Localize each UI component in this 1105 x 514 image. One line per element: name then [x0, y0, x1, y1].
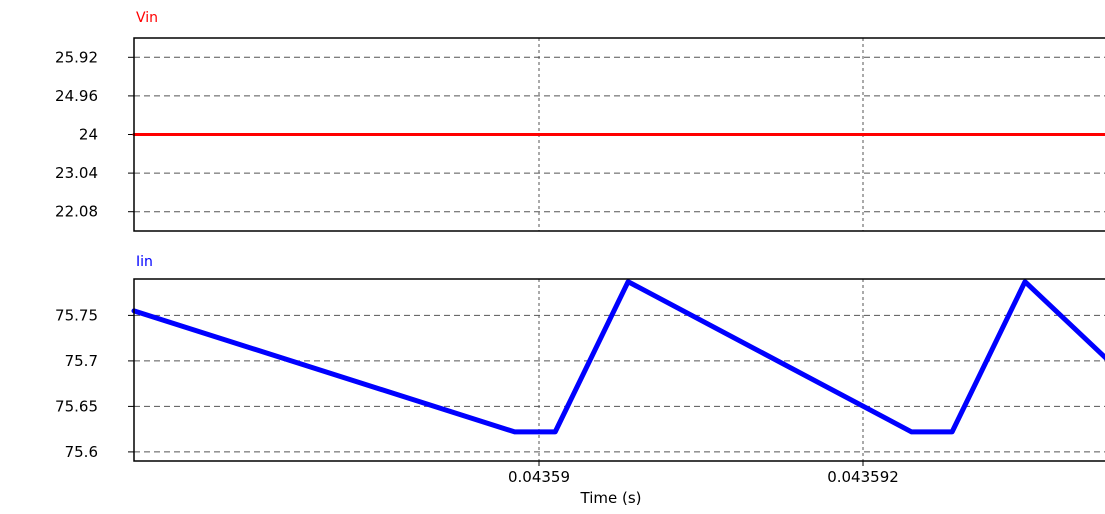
- y-tick-label: 22.08: [55, 203, 98, 221]
- y-tick-label: 75.75: [55, 306, 98, 324]
- iin-series: [131, 279, 1105, 435]
- y-tick-label: 75.7: [65, 352, 98, 370]
- y-tick-label: 25.92: [55, 48, 98, 66]
- iin-title: Iin: [136, 254, 153, 270]
- y-tick-label: 23.04: [55, 164, 98, 182]
- iin-grid: [134, 279, 1105, 461]
- x-axis-label: Time (s): [580, 489, 642, 507]
- x-ticks: 0.04359 0.043592: [508, 461, 899, 486]
- y-tick-label: 24: [79, 126, 98, 144]
- x-tick-label: 0.04359: [508, 468, 570, 486]
- iin-plot-frame: [133, 278, 1105, 462]
- vin-plot-frame: [133, 37, 1105, 232]
- iin-y-ticks: 75.75 75.7 75.65 75.6: [55, 306, 134, 461]
- y-tick-label: 75.6: [65, 443, 98, 461]
- y-tick-label: 75.65: [55, 397, 98, 415]
- iin-panel: Iin 75.75 75.7 75.65 75.6: [55, 254, 1105, 462]
- vin-title: Vin: [136, 10, 158, 26]
- x-tick-label: 0.043592: [827, 468, 899, 486]
- vin-panel: Vin 25.92 24.96 24 23.04 22.08: [55, 10, 1105, 232]
- vin-y-ticks: 25.92 24.96 24 23.04 22.08: [55, 48, 134, 221]
- iin-line: [131, 279, 1105, 435]
- y-tick-label: 24.96: [55, 87, 98, 105]
